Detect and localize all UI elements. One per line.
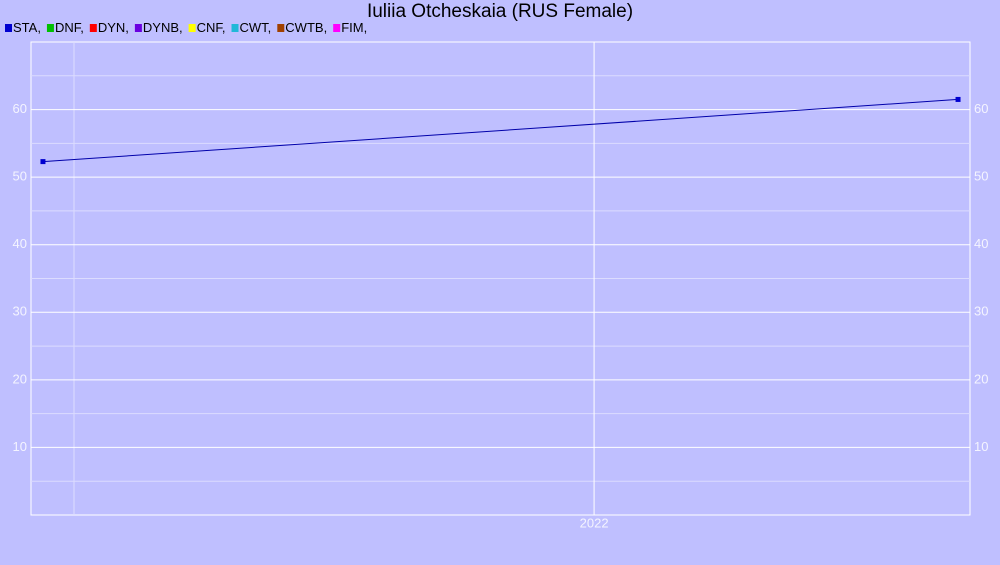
legend-label: CNF,	[197, 20, 226, 35]
legend-swatch	[89, 24, 97, 32]
legend-label: DYN,	[98, 20, 129, 35]
data-point	[40, 159, 46, 165]
y2-tick-label: 60	[974, 101, 988, 116]
legend-label: STA,	[13, 20, 41, 35]
data-point	[955, 96, 961, 102]
legend-label: CWTB,	[285, 20, 327, 35]
legend: STA, DNF, DYN, DYNB, CNF, CWT, CWTB, FIM,	[5, 20, 367, 35]
y-tick-label: 60	[13, 101, 27, 116]
y2-tick-label: 20	[974, 371, 988, 386]
y2-tick-label: 50	[974, 169, 988, 184]
y2-tick-label: 30	[974, 304, 988, 319]
legend-swatch	[134, 24, 142, 32]
y-tick-label: 30	[13, 304, 27, 319]
legend-swatch	[231, 24, 239, 32]
y-tick-label: 50	[13, 169, 27, 184]
y-tick-label: 20	[13, 371, 27, 386]
chart-title: Iuliia Otcheskaia (RUS Female)	[367, 1, 633, 22]
x-tick-label: 2022	[580, 515, 609, 530]
y-tick-label: 10	[13, 439, 27, 454]
series-line	[42, 98, 959, 163]
legend-swatch	[5, 24, 12, 32]
legend-label: DYNB,	[143, 20, 183, 35]
legend-swatch	[46, 24, 54, 32]
y2-tick-label: 10	[974, 439, 988, 454]
legend-label: CWT,	[240, 20, 272, 35]
legend-swatch	[188, 24, 196, 32]
legend-swatch	[333, 24, 341, 32]
y2-tick-label: 40	[974, 236, 988, 251]
legend-label: FIM,	[341, 20, 367, 35]
legend-swatch	[277, 24, 285, 32]
legend-label: DNF,	[55, 20, 84, 35]
y-tick-label: 40	[13, 236, 27, 251]
